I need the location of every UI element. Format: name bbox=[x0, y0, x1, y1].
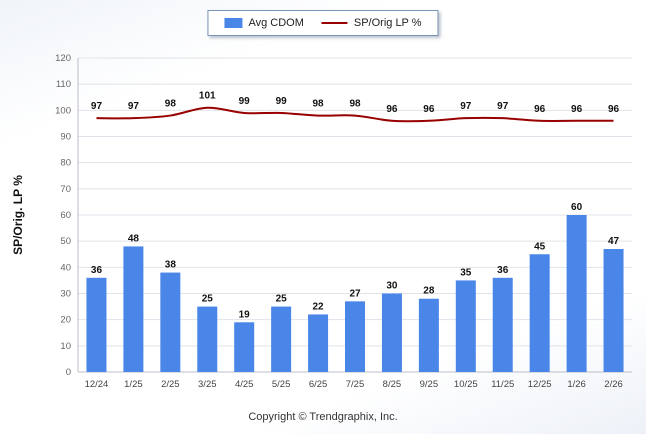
bar-value-label: 36 bbox=[497, 265, 509, 276]
x-tick-label: 9/25 bbox=[420, 379, 439, 390]
legend-line-label: SP/Orig LP % bbox=[353, 17, 422, 29]
bar-value-label: 22 bbox=[313, 301, 325, 312]
x-tick-label: 12/24 bbox=[85, 379, 109, 390]
bar-value-label: 27 bbox=[349, 288, 361, 299]
x-tick-label: 5/25 bbox=[272, 379, 291, 390]
bar-value-label: 19 bbox=[239, 309, 251, 320]
y-tick-label: 60 bbox=[60, 210, 71, 221]
y-tick-label: 100 bbox=[55, 105, 71, 116]
bar-value-label: 48 bbox=[128, 233, 140, 244]
legend-item-avg-cdom: Avg CDOM bbox=[224, 17, 304, 29]
bar-value-label: 30 bbox=[386, 281, 398, 292]
copyright-text: Copyright © Trendgraphix, Inc. bbox=[248, 411, 398, 423]
x-tick-label: 7/25 bbox=[346, 379, 365, 390]
line-value-label: 97 bbox=[128, 101, 140, 112]
bar-9/25 bbox=[418, 298, 439, 372]
y-tick-label: 90 bbox=[60, 132, 71, 143]
x-tick-label: 2/25 bbox=[161, 379, 180, 390]
line-value-label: 99 bbox=[276, 96, 288, 107]
x-tick-label: 1/25 bbox=[124, 379, 143, 390]
bar-12/24 bbox=[86, 277, 107, 372]
bar-4/25 bbox=[234, 322, 255, 372]
bar-1/25 bbox=[123, 246, 144, 372]
line-value-label: 101 bbox=[199, 91, 216, 102]
bar-value-label: 60 bbox=[571, 202, 583, 213]
y-tick-label: 110 bbox=[56, 79, 71, 90]
legend-item-sp-orig-lp: SP/Orig LP % bbox=[321, 17, 422, 29]
bar-8/25 bbox=[381, 293, 402, 372]
y-tick-label: 10 bbox=[60, 341, 71, 352]
bar-2/26 bbox=[603, 249, 624, 372]
bar-value-label: 25 bbox=[276, 294, 288, 305]
bar-12/25 bbox=[529, 254, 550, 372]
y-tick-label: 20 bbox=[60, 315, 71, 326]
x-tick-label: 2/26 bbox=[604, 379, 623, 390]
line-value-label: 97 bbox=[460, 101, 472, 112]
x-tick-label: 12/25 bbox=[528, 379, 552, 390]
bar-1/26 bbox=[566, 215, 587, 372]
y-tick-label: 80 bbox=[60, 158, 71, 169]
line-value-label: 98 bbox=[165, 99, 177, 110]
bar-10/25 bbox=[455, 280, 476, 372]
combo-chart: 0 10 20 30 40 50 60 70 80 90 100 110 120 SP/Orig. LP … bbox=[11, 53, 632, 390]
y-tick-label: 40 bbox=[60, 262, 71, 273]
legend-bar-label: Avg CDOM bbox=[248, 17, 304, 29]
bar-value-label: 47 bbox=[608, 236, 620, 247]
x-tick-label: 8/25 bbox=[383, 379, 402, 390]
bar-3/25 bbox=[197, 306, 218, 372]
x-tick-label: 4/25 bbox=[235, 379, 254, 390]
y-axis-title: SP/Orig. LP % bbox=[11, 175, 25, 255]
bar-value-label: 36 bbox=[91, 265, 103, 276]
y-tick-label: 0 bbox=[66, 367, 71, 378]
bar-11/25 bbox=[492, 277, 513, 372]
line-series-swatch-icon bbox=[321, 22, 348, 24]
bar-2/25 bbox=[160, 272, 181, 372]
x-tick-label: 6/25 bbox=[309, 379, 328, 390]
y-tick-label: 70 bbox=[60, 184, 71, 195]
x-tick-label: 11/25 bbox=[491, 379, 514, 390]
bar-value-label: 45 bbox=[534, 241, 546, 252]
bar-5/25 bbox=[271, 306, 292, 372]
y-tick-label: 30 bbox=[60, 289, 71, 300]
line-value-label: 96 bbox=[423, 104, 435, 115]
line-value-label: 97 bbox=[497, 101, 509, 112]
line-value-label: 98 bbox=[349, 99, 361, 110]
x-tick-label: 10/25 bbox=[454, 379, 478, 390]
line-value-label: 96 bbox=[571, 104, 583, 115]
line-value-label: 97 bbox=[91, 101, 103, 112]
bar-value-label: 28 bbox=[423, 286, 435, 297]
line-value-label: 96 bbox=[386, 104, 398, 115]
x-tick-label: 3/25 bbox=[198, 379, 217, 390]
legend: Avg CDOM SP/Orig LP % bbox=[207, 10, 439, 36]
line-value-label: 96 bbox=[608, 104, 620, 115]
y-tick-label: 120 bbox=[55, 53, 71, 64]
bar-value-label: 35 bbox=[460, 267, 472, 278]
y-tick-label: 50 bbox=[60, 236, 71, 247]
bar-7/25 bbox=[345, 301, 365, 372]
line-value-label: 96 bbox=[534, 104, 546, 115]
bar-series-swatch-icon bbox=[224, 18, 243, 28]
line-value-label: 99 bbox=[239, 96, 251, 107]
x-tick-label: 1/26 bbox=[567, 379, 586, 390]
line-value-label: 98 bbox=[313, 99, 325, 110]
bar-6/25 bbox=[308, 314, 329, 372]
trend-line bbox=[96, 106, 614, 123]
bar-value-label: 38 bbox=[165, 260, 177, 271]
bar-value-label: 25 bbox=[202, 294, 214, 305]
